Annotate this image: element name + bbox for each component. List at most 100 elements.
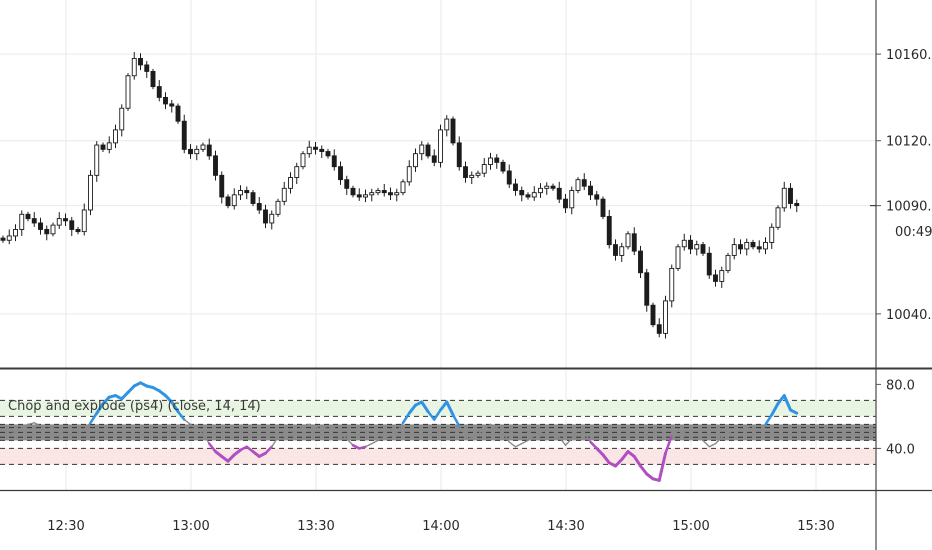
indicator-line-segment — [271, 436, 279, 448]
indicator-pane[interactable] — [2, 381, 799, 482]
price-pane[interactable] — [0, 51, 800, 339]
candle-body — [294, 166, 300, 178]
candle-body — [500, 161, 506, 172]
candle-body — [350, 187, 356, 196]
indicator-line-segment — [302, 423, 310, 427]
indicator-line-segment — [702, 439, 710, 448]
candle-body — [719, 270, 725, 282]
candle-body — [700, 244, 706, 254]
indicator-band — [0, 400, 876, 417]
indicator-line-segment — [95, 402, 105, 415]
indicator-line-segment — [708, 442, 717, 448]
indicator-band — [0, 448, 876, 465]
indicator-line-segment — [752, 428, 760, 432]
candle-body — [119, 107, 125, 131]
indicator-line-segment — [383, 434, 392, 438]
candle-body — [213, 155, 218, 176]
indicator-line-segment — [283, 431, 292, 435]
time-tick-label: 14:00 — [422, 519, 459, 534]
candle-body — [538, 187, 543, 194]
candle-body — [281, 187, 287, 202]
indicator-line-segment — [508, 441, 517, 448]
candle-body — [606, 216, 612, 246]
candle-body — [781, 187, 787, 209]
price-tick-label: 10160.0 — [886, 48, 932, 63]
indicator-line-segment — [601, 453, 611, 465]
indicator-line-segment — [314, 426, 323, 430]
candle-body — [100, 144, 106, 150]
indicator-band — [0, 424, 876, 441]
indicator-line-segment — [321, 425, 329, 430]
indicator-line-segment — [170, 400, 180, 414]
candle-body — [219, 174, 225, 198]
candle-body — [325, 151, 331, 157]
indicator-line-segment — [677, 430, 685, 434]
candle-body — [456, 142, 462, 168]
indicator-line-segment — [208, 442, 217, 453]
candle-body — [331, 155, 337, 168]
time-tick-label: 15:00 — [672, 519, 709, 534]
indicator-line-segment — [583, 431, 592, 443]
candle-body — [619, 246, 625, 256]
candle-body — [188, 148, 193, 155]
candle-body — [394, 192, 400, 196]
candle-body — [106, 142, 112, 150]
candle-body — [244, 190, 250, 194]
candle-body — [669, 267, 675, 302]
candle-body — [200, 144, 206, 150]
indicator-line-segment — [683, 431, 692, 438]
indicator-line-segment — [539, 428, 548, 434]
candle-body — [156, 86, 162, 98]
candle-body — [450, 118, 456, 144]
candle-body — [163, 96, 168, 105]
candle-body — [594, 194, 600, 200]
candle-body — [231, 194, 237, 207]
indicator-line-segment — [552, 430, 560, 438]
candle-body — [38, 222, 43, 230]
candle-body — [513, 183, 518, 191]
candle-body — [13, 229, 18, 237]
indicator-line-segment — [689, 433, 698, 438]
candle-body — [725, 254, 731, 272]
price-tick-label: 10040.0 — [886, 308, 932, 323]
candle-body — [25, 213, 31, 220]
indicator-line-segment — [21, 423, 29, 429]
candle-body — [750, 241, 756, 248]
candle-body — [763, 241, 768, 250]
candle-body — [631, 233, 637, 252]
candle-body — [381, 190, 387, 194]
candle-body — [644, 272, 650, 306]
candle-body — [113, 129, 118, 144]
indicator-line-segment — [364, 442, 373, 448]
time-axis[interactable]: 12:30 13:00 13:30 14:00 14:30 15:00 15:30 — [47, 519, 834, 534]
indicator-line-segment — [196, 428, 204, 435]
candle-body — [144, 64, 150, 72]
candle-body — [681, 239, 687, 248]
indicator-line-segment — [758, 423, 767, 432]
indicator-line-segment — [764, 413, 773, 426]
candle-body — [738, 244, 743, 250]
indicator-axis[interactable]: 80.0 40.0 — [876, 378, 915, 457]
price-axis[interactable]: 10040.0 10090.0 10120.0 10160.0 00:49 — [870, 48, 932, 323]
candle-body — [50, 224, 56, 235]
indicator-line-segment — [521, 439, 529, 445]
candle-body — [731, 244, 737, 256]
candle-body — [256, 203, 262, 211]
candle-body — [406, 166, 412, 183]
candle-body — [506, 170, 512, 185]
candle-body — [638, 250, 643, 274]
indicator-line-segment — [389, 431, 398, 437]
candle-body — [250, 192, 256, 204]
candle-body — [463, 166, 468, 178]
candle-body — [581, 179, 587, 187]
candle-body — [169, 103, 175, 107]
indicator-line-segment — [371, 439, 379, 445]
candle-body — [56, 218, 62, 226]
price-grid — [0, 0, 876, 368]
indicator-line-segment — [39, 425, 48, 430]
candle-body — [94, 144, 100, 176]
candle-body — [319, 148, 325, 152]
candle-body — [713, 274, 718, 282]
